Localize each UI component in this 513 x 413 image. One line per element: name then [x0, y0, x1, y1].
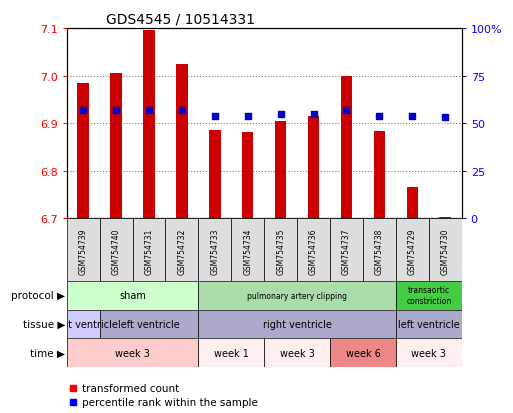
Text: protocol ▶: protocol ▶ [11, 290, 65, 300]
Bar [407, 188, 418, 219]
Bar [330, 219, 363, 281]
Bar [110, 74, 122, 219]
Bar [264, 219, 297, 281]
Bar [100, 310, 199, 339]
Bar [176, 64, 188, 219]
Text: GSM754733: GSM754733 [210, 228, 220, 275]
Bar [341, 76, 352, 219]
Bar [209, 131, 221, 219]
Point [145, 107, 153, 114]
Bar [396, 219, 429, 281]
Text: percentile rank within the sample: percentile rank within the sample [83, 396, 259, 407]
Text: pulmonary artery clipping: pulmonary artery clipping [247, 291, 347, 300]
Bar [67, 219, 100, 281]
Text: GSM754739: GSM754739 [78, 228, 88, 275]
Text: transaortic
constriction: transaortic constriction [406, 286, 451, 305]
Text: right ventricle: right ventricle [49, 319, 117, 329]
Text: GSM754736: GSM754736 [309, 228, 318, 275]
Bar [67, 339, 199, 368]
Point [309, 111, 318, 118]
Text: week 1: week 1 [214, 348, 249, 358]
Bar [67, 281, 199, 310]
Bar [199, 339, 264, 368]
Text: week 3: week 3 [115, 348, 150, 358]
Text: GSM754735: GSM754735 [276, 228, 285, 275]
Text: left ventricle: left ventricle [398, 319, 460, 329]
Text: GSM754740: GSM754740 [111, 228, 121, 275]
Point [376, 113, 384, 120]
Text: GSM754734: GSM754734 [243, 228, 252, 275]
Bar [429, 219, 462, 281]
Bar [297, 219, 330, 281]
Bar [330, 339, 396, 368]
Text: time ▶: time ▶ [30, 348, 65, 358]
Bar [100, 219, 132, 281]
Text: week 3: week 3 [411, 348, 446, 358]
Bar [373, 132, 385, 219]
Bar [199, 219, 231, 281]
Bar [308, 117, 319, 219]
Point [211, 113, 219, 120]
Bar [231, 219, 264, 281]
Bar [77, 83, 89, 219]
Bar [440, 218, 451, 219]
Point [178, 107, 186, 114]
Text: right ventricle: right ventricle [263, 319, 331, 329]
Point [277, 111, 285, 118]
Bar [132, 219, 165, 281]
Point [112, 107, 120, 114]
Text: GSM754731: GSM754731 [145, 228, 153, 275]
Text: GSM754730: GSM754730 [441, 228, 450, 275]
Text: week 3: week 3 [280, 348, 314, 358]
Bar [143, 31, 155, 219]
Bar [275, 121, 286, 219]
Point [69, 398, 77, 405]
Point [69, 385, 77, 392]
Bar [199, 281, 396, 310]
Bar [67, 310, 100, 339]
Text: GSM754738: GSM754738 [375, 228, 384, 275]
Point [342, 107, 350, 114]
Bar [199, 310, 396, 339]
Text: tissue ▶: tissue ▶ [23, 319, 65, 329]
Text: GSM754732: GSM754732 [177, 228, 186, 275]
Text: transformed count: transformed count [83, 383, 180, 393]
Point [79, 107, 87, 114]
Bar [363, 219, 396, 281]
Bar [242, 133, 253, 219]
Bar [396, 281, 462, 310]
Point [408, 113, 417, 120]
Text: week 6: week 6 [346, 348, 380, 358]
Text: GSM754729: GSM754729 [408, 228, 417, 275]
Bar [165, 219, 199, 281]
Point [244, 113, 252, 120]
Point [441, 115, 449, 121]
Bar [264, 339, 330, 368]
Text: GSM754737: GSM754737 [342, 228, 351, 275]
Text: left ventricle: left ventricle [118, 319, 180, 329]
Bar [396, 310, 462, 339]
Text: sham: sham [119, 290, 146, 300]
Text: GDS4545 / 10514331: GDS4545 / 10514331 [106, 12, 255, 26]
Bar [396, 339, 462, 368]
